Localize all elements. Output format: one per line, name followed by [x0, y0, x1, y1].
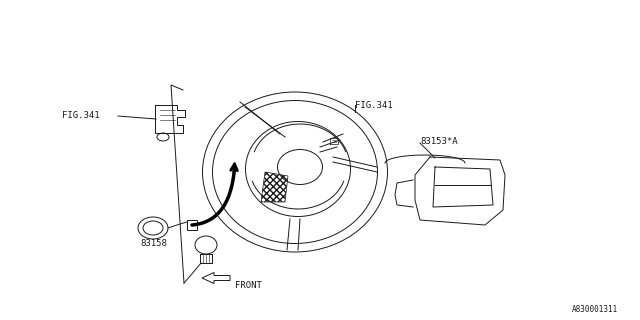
Text: FIG.341: FIG.341 — [355, 100, 392, 109]
Text: FRONT: FRONT — [235, 282, 262, 291]
Text: 83158: 83158 — [140, 238, 167, 247]
Text: 83153*A: 83153*A — [420, 137, 458, 146]
Bar — [187, 220, 197, 230]
Text: A830001311: A830001311 — [572, 305, 618, 314]
Text: FIG.341: FIG.341 — [62, 111, 100, 121]
